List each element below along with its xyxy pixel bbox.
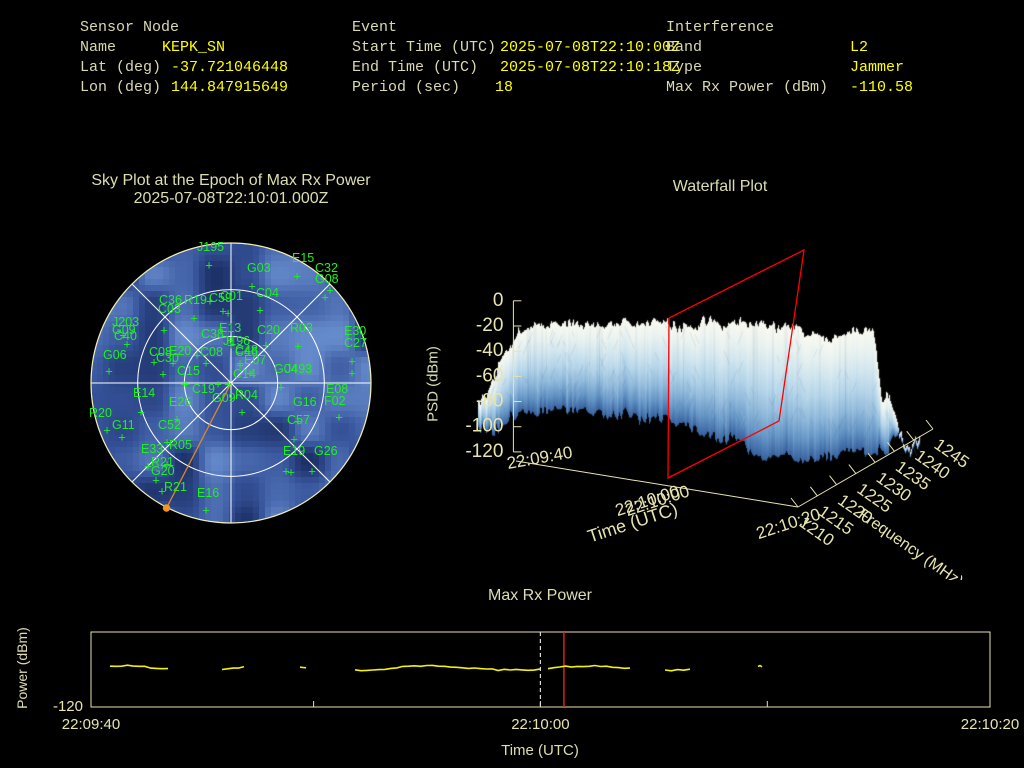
svg-text:22:10:20: 22:10:20 [961,716,1019,733]
svg-text:22:09:40: 22:09:40 [62,716,120,733]
svg-text:-120: -120 [53,698,83,715]
svg-text:22:10:00: 22:10:00 [511,716,569,733]
